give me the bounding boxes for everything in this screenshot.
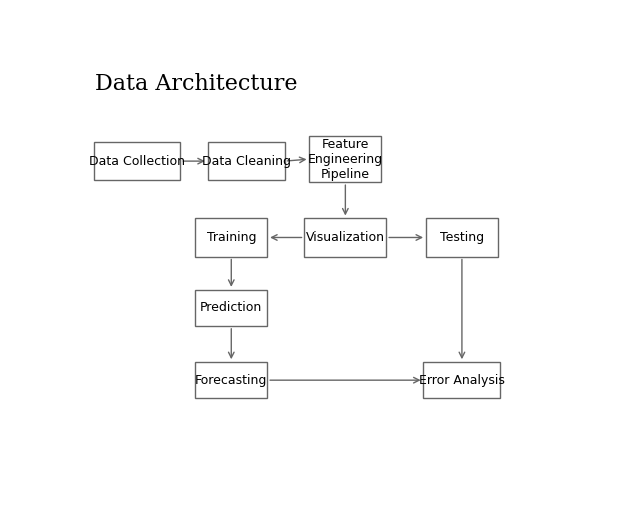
Text: Data Cleaning: Data Cleaning xyxy=(202,155,291,168)
Text: Testing: Testing xyxy=(440,231,484,244)
Text: Forecasting: Forecasting xyxy=(195,374,268,387)
Text: Feature
Engineering
Pipeline: Feature Engineering Pipeline xyxy=(308,138,383,181)
Text: Data Architecture: Data Architecture xyxy=(95,73,298,94)
FancyBboxPatch shape xyxy=(426,218,498,257)
FancyBboxPatch shape xyxy=(195,362,268,398)
FancyBboxPatch shape xyxy=(424,362,500,398)
FancyBboxPatch shape xyxy=(195,290,268,326)
Text: Visualization: Visualization xyxy=(306,231,385,244)
FancyBboxPatch shape xyxy=(195,218,268,257)
Text: Error Analysis: Error Analysis xyxy=(419,374,505,387)
FancyBboxPatch shape xyxy=(208,142,285,180)
Text: Data Collection: Data Collection xyxy=(89,155,185,168)
FancyBboxPatch shape xyxy=(305,218,387,257)
FancyBboxPatch shape xyxy=(93,142,180,180)
Text: Prediction: Prediction xyxy=(200,301,262,314)
Text: Training: Training xyxy=(207,231,256,244)
FancyBboxPatch shape xyxy=(309,136,381,182)
